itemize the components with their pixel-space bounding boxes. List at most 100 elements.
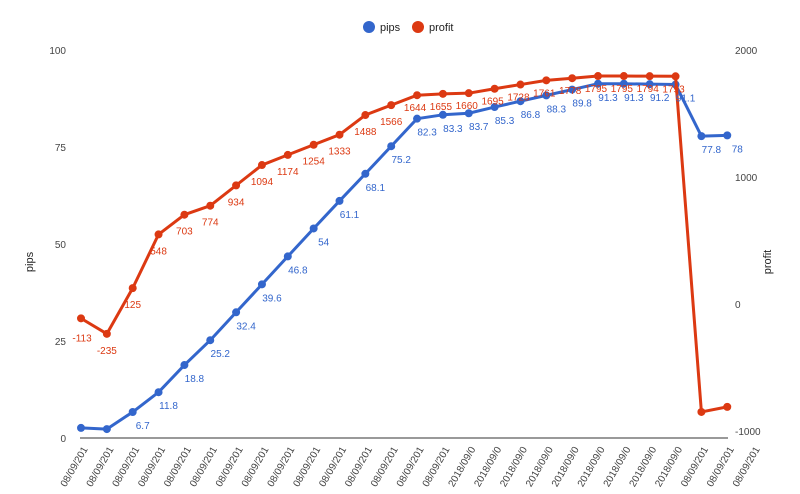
pips-point <box>154 388 163 397</box>
legend-marker <box>363 21 375 33</box>
profit-point <box>128 284 137 293</box>
left-axis-tick-label: 0 <box>60 434 66 445</box>
profit-point <box>490 84 499 93</box>
legend-marker <box>412 21 424 33</box>
profit-point <box>516 80 525 89</box>
pips-data-label: 18.8 <box>185 374 205 385</box>
pips-point <box>464 109 473 118</box>
profit-data-label: 703 <box>176 227 193 238</box>
series-layer <box>77 72 732 434</box>
profit-point <box>697 407 706 416</box>
pips-point <box>438 110 447 119</box>
profit-point <box>180 210 189 219</box>
profit-data-label: -113 <box>72 333 92 344</box>
profit-point <box>206 201 215 210</box>
pips-data-label: 54 <box>318 237 330 248</box>
profit-data-label: 1566 <box>380 117 403 128</box>
profit-data-label: 1795 <box>585 84 608 95</box>
profit-data-label: 548 <box>150 246 167 257</box>
left-axis-tick-label: 25 <box>55 337 67 348</box>
profit-point <box>232 181 241 190</box>
data-labels: 6.7 11.8 18.8 25.2 32.4 39.6 46.8 54 61.1 68.1 75.… <box>72 84 743 432</box>
profit-data-label: 1728 <box>507 93 530 104</box>
legend: pips profit <box>363 21 453 34</box>
pips-point <box>568 85 577 94</box>
profit-data-label: 1655 <box>430 102 453 113</box>
profit-data-label: 1644 <box>404 103 427 114</box>
pips-data-label: 88.3 <box>547 104 567 115</box>
profit-data-label: -235 <box>97 346 117 357</box>
left-axis-tick-label: 100 <box>49 46 66 57</box>
profit-point <box>102 329 111 338</box>
profit-data-label: 1660 <box>456 101 479 112</box>
profit-data-label: 1174 <box>277 167 299 178</box>
profit-point <box>645 72 654 81</box>
pips-series-line <box>80 82 728 431</box>
right-axis-tick-label: 1000 <box>735 173 758 184</box>
profit-point <box>387 101 396 110</box>
pips-point <box>309 224 318 233</box>
legend-label: profit <box>429 22 453 34</box>
profit-data-label: 1488 <box>354 127 377 138</box>
profit-point <box>154 230 163 239</box>
pips-data-label: 83.3 <box>443 124 463 135</box>
pips-data-label: 91.3 <box>624 93 644 104</box>
pips-data-label: 91.3 <box>598 93 618 104</box>
profit-data-label: 934 <box>228 197 245 208</box>
pips-data-label: 46.8 <box>288 265 308 276</box>
pips-point <box>619 79 628 88</box>
pips-point <box>102 425 111 434</box>
right-axis-tick-label: 0 <box>735 300 741 311</box>
pips-data-label: 61.1 <box>340 210 360 221</box>
profit-data-label: 1778 <box>559 86 582 97</box>
pips-point <box>232 308 241 317</box>
profit-data-label: 1695 <box>481 97 504 108</box>
profit-point <box>619 72 628 81</box>
profit-point <box>361 111 370 120</box>
profit-point <box>542 76 551 85</box>
pips-point <box>542 91 551 100</box>
pips-data-label: 82.3 <box>417 128 437 139</box>
profit-data-label: 1333 <box>328 147 351 158</box>
pips-data-label: 78 <box>732 144 744 155</box>
profit-point <box>257 161 266 170</box>
profit-data-label: 1094 <box>251 177 274 188</box>
pips-data-label: 86.8 <box>521 110 541 121</box>
pips-data-label: 6.7 <box>136 421 150 432</box>
profit-point <box>438 89 447 98</box>
pips-data-label: 91.2 <box>650 93 670 104</box>
profit-point <box>77 314 85 323</box>
pips-point <box>206 336 215 345</box>
pips-data-label: 89.8 <box>572 99 592 110</box>
right-axis-tick-label: 2000 <box>735 46 758 57</box>
profit-point <box>568 74 577 83</box>
pips-data-label: 68.1 <box>366 183 386 194</box>
profit-data-label: 1254 <box>303 157 326 168</box>
profit-point <box>594 72 602 81</box>
profit-point <box>464 89 473 98</box>
pips-point <box>361 169 370 178</box>
pips-point <box>723 131 732 140</box>
pips-data-label: 85.3 <box>495 116 515 127</box>
right-axis-title: profit <box>762 250 774 274</box>
pips-point <box>387 142 396 151</box>
pips-point <box>257 280 266 289</box>
left-axis-tick-label: 50 <box>55 240 67 251</box>
pips-point <box>283 252 292 261</box>
right-axis-tick-label: -1000 <box>735 427 761 438</box>
left-axis-tick-label: 75 <box>55 143 67 154</box>
left-axis-title: pips <box>24 251 36 272</box>
pips-point <box>516 97 525 106</box>
profit-data-label: 1793 <box>662 84 685 95</box>
pips-point <box>594 79 602 88</box>
pips-data-label: 11.8 <box>159 401 178 412</box>
pips-point <box>180 361 189 370</box>
profit-data-label: 125 <box>124 300 141 311</box>
profit-data-label: 1794 <box>637 84 660 95</box>
pips-point <box>697 132 706 141</box>
pips-data-label: 77.8 <box>702 145 722 156</box>
pips-data-label: 39.6 <box>262 293 282 304</box>
pips-data-label: 25.2 <box>211 349 231 360</box>
pips-data-label: 75.2 <box>391 155 411 166</box>
